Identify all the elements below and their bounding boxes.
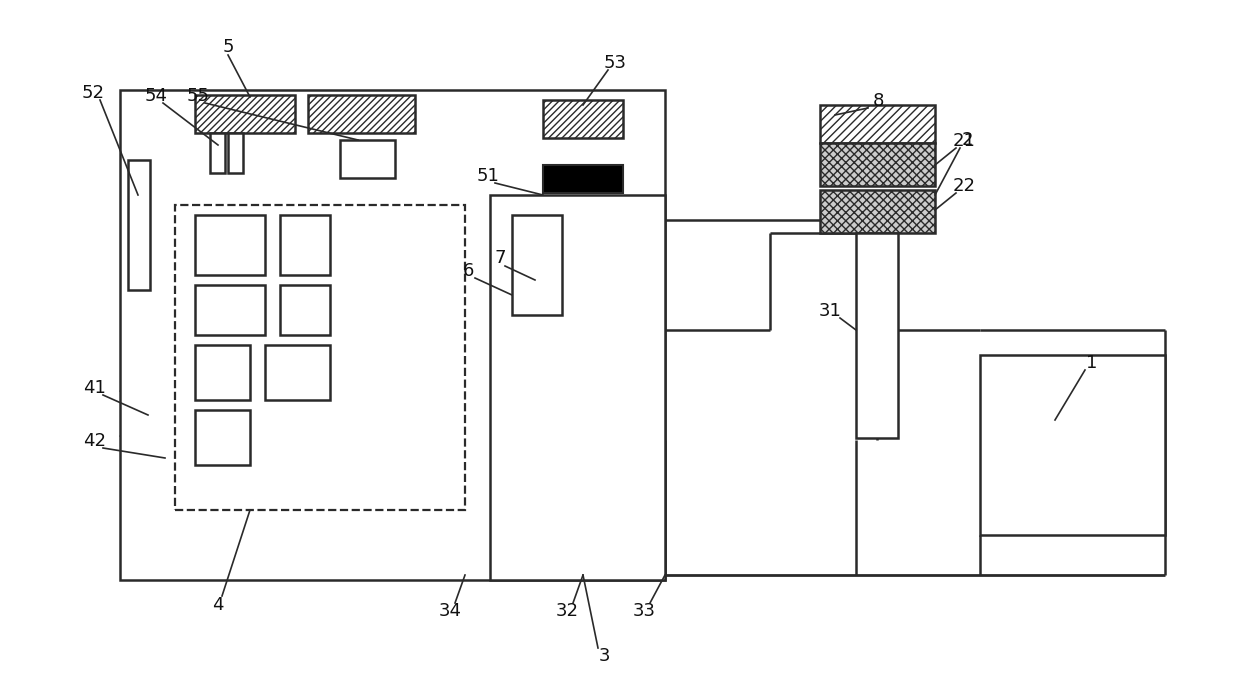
Bar [308, 95, 415, 133]
Bar [280, 285, 330, 335]
Text: 31: 31 [818, 302, 842, 320]
Text: 41: 41 [83, 379, 107, 397]
Bar [228, 133, 243, 173]
Text: 5: 5 [222, 38, 234, 56]
Bar [820, 190, 935, 233]
Text: 22: 22 [952, 177, 976, 195]
Text: 52: 52 [82, 84, 104, 102]
Bar [175, 205, 465, 510]
Text: 33: 33 [632, 602, 656, 620]
Bar [543, 165, 622, 193]
Text: 2: 2 [961, 131, 972, 149]
Text: 53: 53 [604, 54, 626, 72]
Text: 7: 7 [495, 249, 506, 267]
Bar [120, 90, 665, 580]
Bar [195, 410, 250, 465]
Text: 54: 54 [145, 87, 167, 105]
Text: 3: 3 [598, 647, 610, 665]
Bar [490, 195, 665, 580]
Text: 32: 32 [556, 602, 579, 620]
Text: 1: 1 [1086, 354, 1097, 372]
Text: 42: 42 [83, 432, 107, 450]
Text: 55: 55 [186, 87, 210, 105]
Text: 21: 21 [952, 132, 976, 150]
Bar [856, 233, 898, 438]
Text: 4: 4 [212, 596, 223, 614]
Bar [543, 100, 622, 138]
Bar [195, 285, 265, 335]
Bar [512, 215, 562, 315]
Bar [820, 143, 935, 186]
Bar [210, 133, 224, 173]
Bar [195, 215, 265, 275]
Bar [980, 355, 1166, 535]
Bar [280, 215, 330, 275]
Text: 6: 6 [463, 262, 474, 280]
Text: 8: 8 [872, 92, 884, 110]
Bar [820, 105, 935, 143]
Bar [195, 345, 250, 400]
Bar [340, 140, 396, 178]
Text: 34: 34 [439, 602, 461, 620]
Bar [195, 95, 295, 133]
Text: 51: 51 [476, 167, 500, 185]
Bar [128, 160, 150, 290]
Bar [265, 345, 330, 400]
